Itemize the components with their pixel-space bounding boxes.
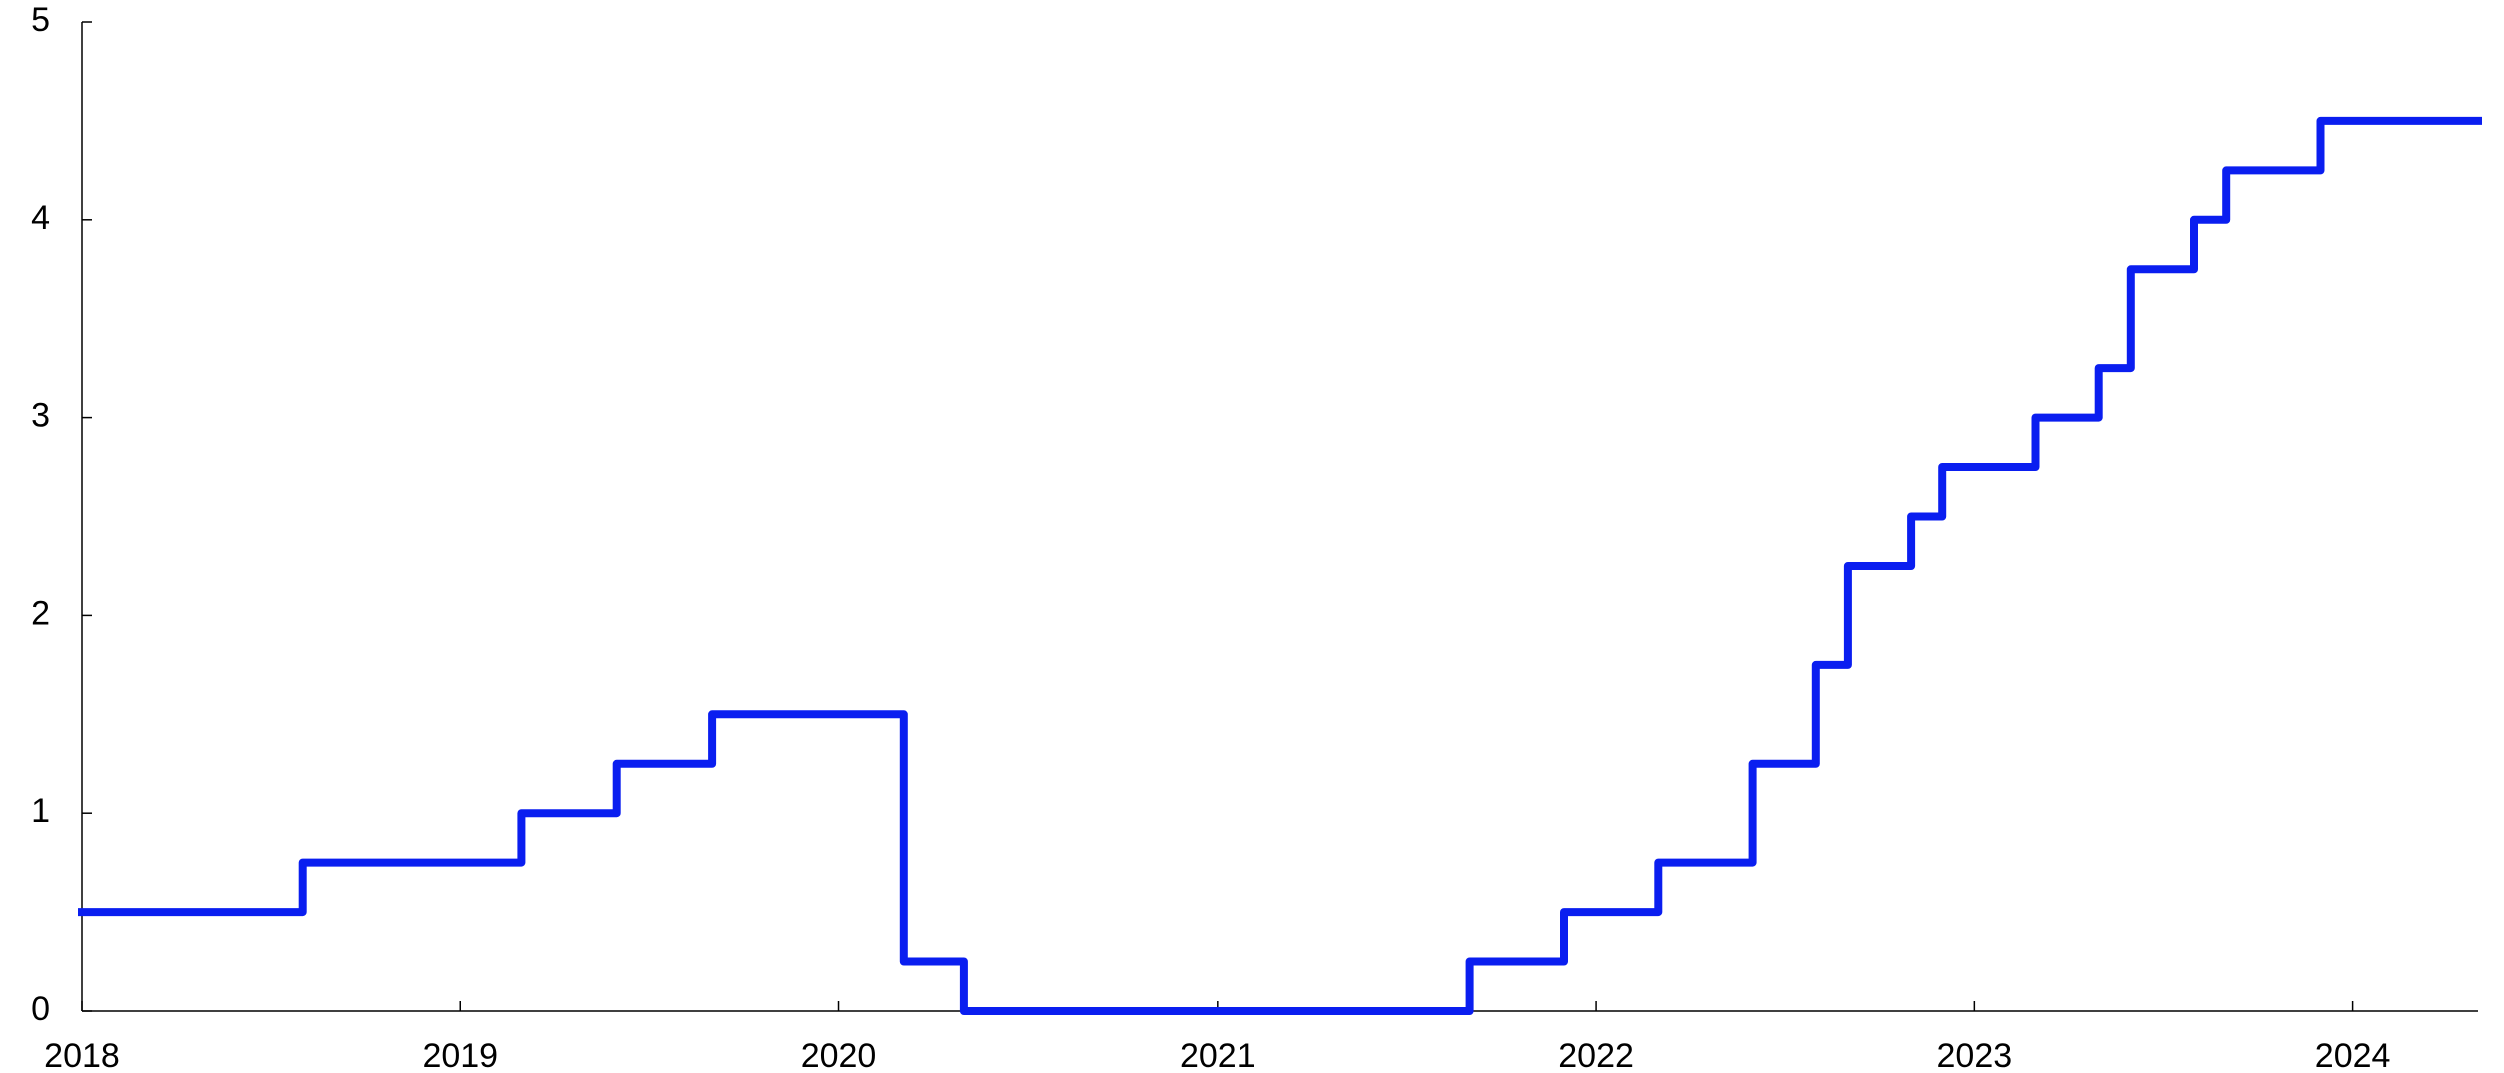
x-tick-label: 2022: [1558, 1037, 1634, 1073]
y-tick-label: 3: [31, 397, 50, 435]
y-tick-label: 1: [31, 792, 50, 830]
x-axis: 2018 2019 2020 2021 2022 2023 2024: [44, 1001, 2478, 1073]
series-layer: [78, 116, 2482, 1015]
series-line: [78, 116, 2482, 1015]
x-tick-label: 2024: [2315, 1037, 2391, 1073]
y-tick-label: 5: [31, 1, 50, 39]
x-tick-label: 2020: [801, 1037, 877, 1073]
y-tick-label: 0: [31, 990, 50, 1028]
y-tick-label: 4: [31, 199, 50, 237]
y-axis: 0 1 2 3 4 5: [31, 1, 92, 1028]
x-tick-label: 2019: [422, 1037, 498, 1073]
y-tick-label: 2: [31, 594, 50, 632]
x-tick-label: 2021: [1180, 1037, 1256, 1073]
x-tick-label: 2023: [1937, 1037, 2013, 1073]
x-tick-label: 2018: [44, 1037, 120, 1073]
